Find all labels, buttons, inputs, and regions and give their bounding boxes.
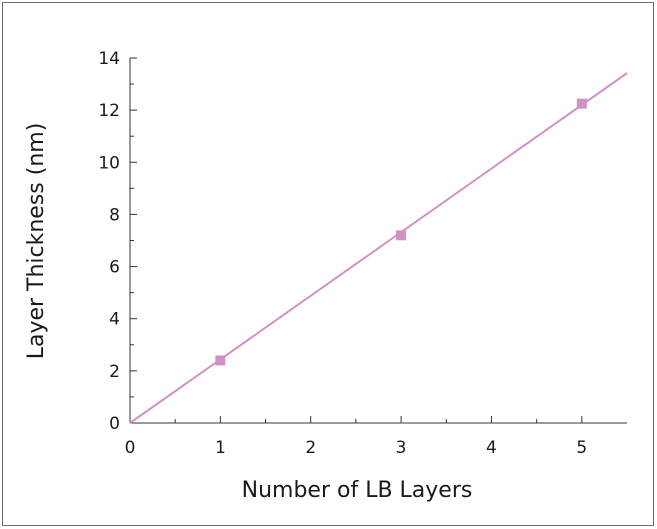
x-tick-label: 3 <box>396 438 407 458</box>
plot-area <box>129 72 628 424</box>
y-tick-label: 12 <box>98 101 120 121</box>
x-axis-title: Number of LB Layers <box>242 478 473 503</box>
y-axis-title: Layer Thickness (nm) <box>24 123 49 360</box>
x-tick-label: 1 <box>215 438 226 458</box>
x-tick-label: 4 <box>486 438 497 458</box>
data-point-marker <box>396 230 407 241</box>
x-tick-label: 0 <box>125 438 136 458</box>
y-tick-label: 2 <box>109 362 120 382</box>
y-tick-label: 14 <box>98 49 120 69</box>
y-tick-label: 10 <box>98 153 120 173</box>
y-tick-label: 0 <box>109 414 120 434</box>
y-tick-label: 4 <box>109 310 120 330</box>
y-tick-label: 8 <box>109 205 120 225</box>
data-point-marker <box>576 98 587 109</box>
y-tick-label: 6 <box>109 258 120 278</box>
axes <box>129 58 627 424</box>
fit-line <box>129 72 628 424</box>
data-point-marker <box>215 355 226 366</box>
x-tick-label: 5 <box>576 438 587 458</box>
x-tick-label: 2 <box>305 438 316 458</box>
